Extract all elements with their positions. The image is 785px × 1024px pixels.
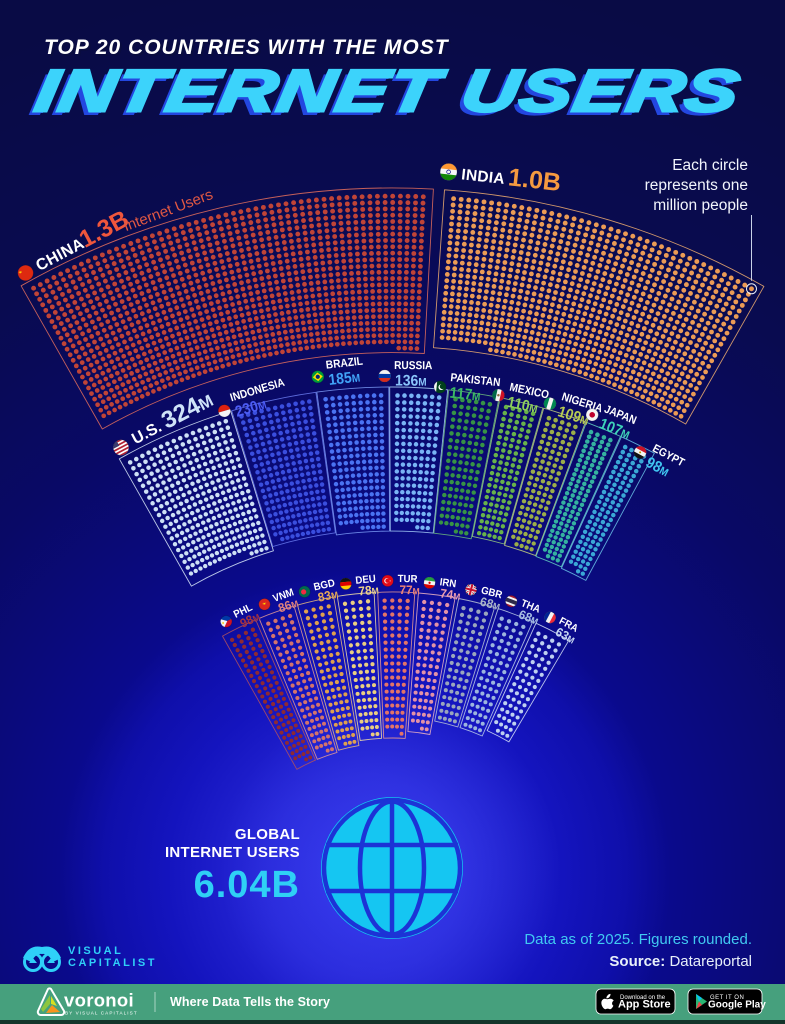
svg-text:GBR: GBR <box>480 585 504 602</box>
svg-text:voronoi: voronoi <box>64 990 134 1011</box>
svg-text:CHINA: CHINA <box>33 235 87 275</box>
svg-text:DEU: DEU <box>355 573 376 586</box>
svg-text:Google Play: Google Play <box>708 1000 766 1011</box>
svg-text:Internet Users: Internet Users <box>121 186 215 235</box>
svg-text:Where Data Tells the Story: Where Data Tells the Story <box>170 995 330 1009</box>
svg-text:PAKISTAN: PAKISTAN <box>450 372 501 390</box>
svg-text:1.0B: 1.0B <box>507 163 563 197</box>
svg-text:CAPITALIST: CAPITALIST <box>68 957 157 969</box>
svg-text:BRAZIL: BRAZIL <box>325 355 364 372</box>
svg-text:78M: 78M <box>358 582 380 598</box>
svg-text:VISUAL: VISUAL <box>68 945 123 957</box>
svg-text:324M: 324M <box>157 386 217 435</box>
svg-text:Download on the: Download on the <box>620 995 666 1001</box>
svg-text:185M: 185M <box>328 369 362 389</box>
svg-text:136M: 136M <box>395 373 427 390</box>
svg-text:BGD: BGD <box>313 578 336 594</box>
svg-text:IRN: IRN <box>439 577 457 591</box>
svg-text:RUSSIA: RUSSIA <box>394 359 432 372</box>
svg-text:117M: 117M <box>449 385 482 405</box>
svg-text:77M: 77M <box>399 583 420 598</box>
svg-text:83M: 83M <box>316 586 339 604</box>
svg-text:U.S.: U.S. <box>129 419 164 448</box>
svg-text:App Store: App Store <box>618 999 671 1011</box>
svg-text:TUR: TUR <box>398 574 419 586</box>
svg-text:74M: 74M <box>439 586 461 603</box>
svg-text:GET IT ON: GET IT ON <box>710 995 744 1001</box>
svg-text:INDIA: INDIA <box>460 166 505 188</box>
svg-text:BY VISUAL CAPITALIST: BY VISUAL CAPITALIST <box>65 1011 138 1016</box>
